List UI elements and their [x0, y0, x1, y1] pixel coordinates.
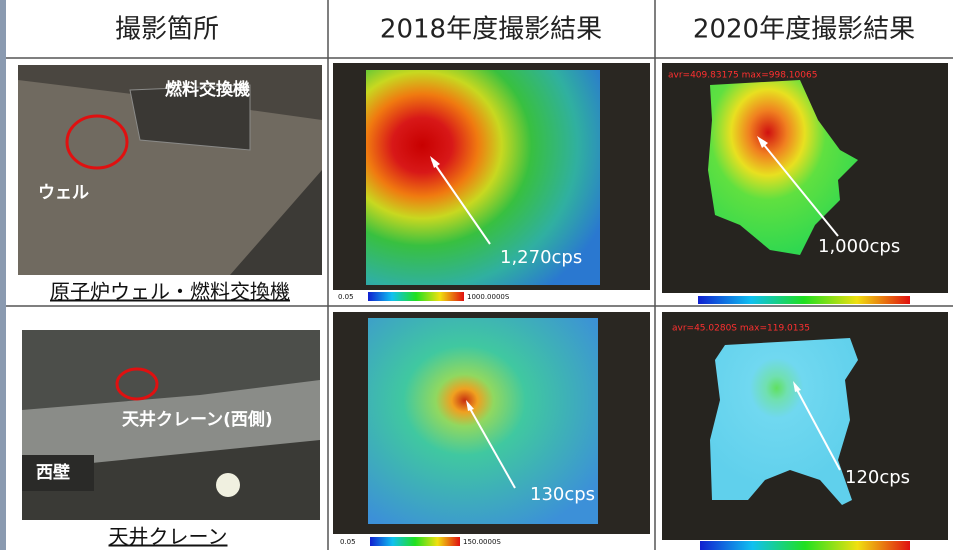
- arrow: [467, 404, 516, 489]
- scale-max: 150.0000S: [463, 538, 501, 546]
- label-box: [22, 455, 94, 491]
- photo-label: 天井クレーン(西側): [122, 409, 273, 430]
- photo-label: ウェル: [38, 183, 89, 203]
- caption: 天井クレーン: [109, 525, 228, 549]
- arrow-head: [757, 136, 768, 148]
- header-cell: 2018年度撮影結果: [380, 15, 602, 45]
- stats: avr=45.0280S max=119.0135: [672, 324, 810, 334]
- photo-label: 燃料交換機: [165, 79, 250, 100]
- photo-shade: [230, 170, 322, 275]
- heatmap: [710, 338, 858, 505]
- arrow: [759, 139, 839, 237]
- photo-shade: [22, 330, 320, 410]
- table-grid: [6, 0, 953, 550]
- arrow: [794, 385, 841, 471]
- photo-shade: [22, 440, 320, 520]
- scale-min: 0.05: [338, 293, 354, 301]
- arrow: [431, 159, 491, 245]
- colorbar: [700, 541, 910, 550]
- highlight-circle: [115, 367, 159, 401]
- photo-light: [216, 473, 240, 497]
- photo-machine: [129, 84, 251, 151]
- caption: 原子炉ウェル・燃料交換機: [50, 280, 290, 304]
- reading: 120cps: [845, 467, 910, 488]
- scale-max: 1000.0000S: [467, 293, 510, 301]
- colorbar: [368, 292, 464, 301]
- header-cell: 撮影箇所: [115, 15, 219, 45]
- highlight-circle: [65, 114, 129, 170]
- heatmap: [368, 318, 598, 524]
- left-bevel: [0, 0, 6, 550]
- reading: 130cps: [530, 484, 595, 505]
- colorbar: [698, 296, 910, 304]
- header-cell: 2020年度撮影結果: [693, 15, 915, 45]
- photo-label: 西壁: [36, 462, 70, 483]
- colorbar: [370, 537, 460, 546]
- arrow-head: [793, 381, 801, 392]
- reading: 1,270cps: [500, 247, 582, 268]
- reading: 1,000cps: [818, 236, 900, 257]
- scale-min: 0.05: [340, 538, 356, 546]
- stats: avr=409.83175 max=998.10065: [668, 71, 817, 81]
- arrow-head: [430, 156, 440, 168]
- heatmap: [366, 70, 600, 285]
- arrow-head: [466, 400, 474, 411]
